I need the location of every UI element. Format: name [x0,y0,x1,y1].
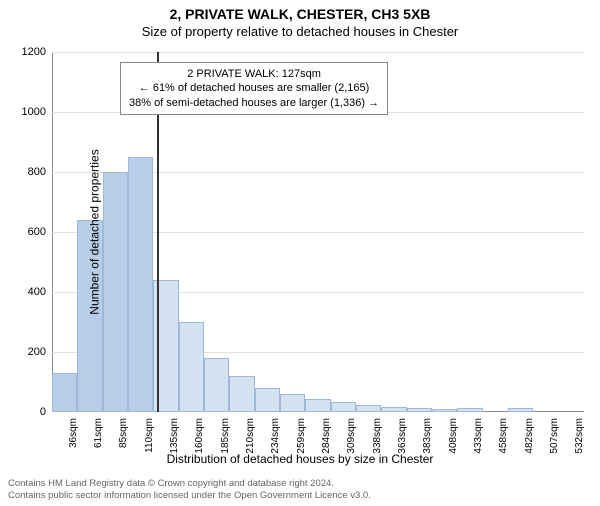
histogram-bar [229,376,254,412]
x-tick-label: 309sqm [346,418,357,454]
gridline [52,52,584,53]
x-tick-label: 532sqm [574,418,585,454]
annotation-box: 2 PRIVATE WALK: 127sqm← 61% of detached … [120,62,388,115]
histogram-bar [305,399,330,413]
x-tick-label: 433sqm [473,418,484,454]
histogram-bar [52,373,77,412]
x-tick-label: 85sqm [118,418,129,448]
y-tick-label: 400 [6,286,46,298]
page-title: 2, PRIVATE WALK, CHESTER, CH3 5XB [0,6,600,22]
page-subtitle: Size of property relative to detached ho… [0,24,600,39]
x-tick-label: 363sqm [397,418,408,454]
x-tick-label: 61sqm [93,418,104,448]
chart-area: 02004006008001000120036sqm61sqm85sqm110s… [52,52,584,412]
y-tick-label: 800 [6,166,46,178]
y-tick-label: 1000 [6,106,46,118]
x-tick-label: 135sqm [169,418,180,454]
histogram-bar [381,407,406,412]
y-axis-title: Number of detached properties [88,149,102,314]
x-tick-label: 36sqm [68,418,79,448]
footer-line-2: Contains public sector information licen… [8,490,371,502]
x-tick-label: 259sqm [296,418,307,454]
y-tick-label: 200 [6,346,46,358]
histogram-bar [432,409,457,412]
histogram-bar [508,408,533,412]
x-tick-label: 110sqm [144,418,155,453]
footer-line-1: Contains HM Land Registry data © Crown c… [8,478,371,490]
plot-region: 02004006008001000120036sqm61sqm85sqm110s… [52,52,584,412]
x-tick-label: 284sqm [321,418,332,454]
x-tick-label: 185sqm [220,418,231,454]
x-tick-label: 210sqm [245,418,256,454]
histogram-bar [457,408,482,413]
histogram-bar [356,405,381,413]
x-tick-label: 234sqm [270,418,281,454]
histogram-bar [103,172,128,412]
x-tick-label: 408sqm [448,418,459,454]
y-tick-label: 1200 [6,46,46,58]
x-tick-label: 507sqm [549,418,560,454]
x-axis-title: Distribution of detached houses by size … [0,452,600,466]
y-tick-label: 0 [6,406,46,418]
histogram-bar [331,402,356,413]
annotation-line: ← 61% of detached houses are smaller (2,… [129,81,379,95]
x-tick-label: 458sqm [498,418,509,454]
chart-container: 2, PRIVATE WALK, CHESTER, CH3 5XB Size o… [0,6,600,506]
footer-attribution: Contains HM Land Registry data © Crown c… [8,478,371,502]
x-tick-label: 482sqm [524,418,535,454]
histogram-bar [280,394,305,412]
annotation-line: 2 PRIVATE WALK: 127sqm [129,67,379,81]
histogram-bar [128,157,153,412]
x-tick-label: 383sqm [422,418,433,454]
histogram-bar [407,408,432,412]
histogram-bar [204,358,229,412]
x-tick-label: 160sqm [194,418,205,454]
x-tick-label: 338sqm [372,418,383,454]
annotation-line: 38% of semi-detached houses are larger (… [129,96,379,110]
histogram-bar [179,322,204,412]
y-tick-label: 600 [6,226,46,238]
histogram-bar [255,388,280,412]
